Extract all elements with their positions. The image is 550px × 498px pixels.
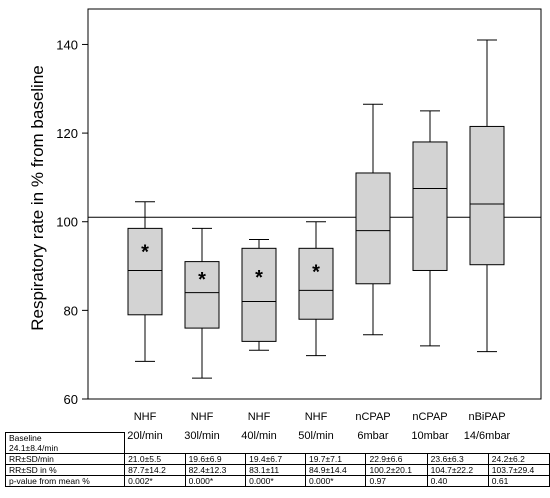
category-label: nCPAP 6mbar [345,408,401,446]
table-cell: 83.1±11 [245,464,306,476]
box-iqr [184,261,220,329]
category-label: NHF 20l/min [117,408,173,446]
box-iqr [241,247,277,342]
category-label-line2: 10mbar [411,430,449,442]
baseline-label-cell: Baseline 24.1±8.4/min [4,432,126,454]
category-label-line2: 14/6mbar [463,430,511,442]
table-row: p-value from mean % 0.002* 0.000* 0.000*… [4,475,550,487]
category-label-line2: 30l/min [184,430,220,442]
category-label: nCPAP 10mbar [402,408,458,446]
table-cell: 0.61 [487,475,550,487]
category-label-line1: NHF [304,411,328,423]
category-label-line1: nCPAP [355,411,391,423]
table-cell: 0.002* [124,475,186,487]
significance-star: * [312,261,320,283]
y-tick-label: 120 [56,126,78,141]
category-label-line2: 6mbar [357,430,389,442]
table-cell: 0.000* [304,475,367,487]
table-cell: 19.4±6.7 [245,453,306,465]
box-iqr [412,141,448,271]
table-row-baseline: Baseline 24.1±8.4/min [4,432,550,454]
table-cell: 0.97 [365,475,428,487]
box-iqr [298,247,334,320]
y-tick-label: 140 [56,37,78,52]
table-cell: 103.7±29.4 [487,464,550,476]
statistics-table: Baseline 24.1±8.4/min RR±SD/min 21.0±5.5… [4,432,550,487]
table-cell: 21.0±5.5 [124,453,186,465]
category-label-line2: 50l/min [298,430,334,442]
table-row: RR±SD/min 21.0±5.5 19.6±6.9 19.4±6.7 19.… [4,453,550,465]
table-row-label: p-value from mean % [4,475,126,487]
category-label-line2: 40l/min [241,430,277,442]
table-cell: 84.9±14.4 [304,464,367,476]
category-label: NHF 30l/min [174,408,230,446]
table-cell: 24.2±6.2 [487,453,550,465]
significance-star: * [198,269,206,291]
plot-frame [87,8,542,400]
table-cell: 100.2±20.1 [365,464,428,476]
table-row-label: RR±SD in % [4,464,126,476]
y-tick-label: 100 [56,215,78,230]
category-label-line1: NHF [190,411,214,423]
category-label: NHF 50l/min [288,408,344,446]
table-spacer [125,433,550,454]
table-cell: 0.000* [184,475,247,487]
table-cell: 82.4±12.3 [184,464,247,476]
category-label-line1: nCPAP [412,411,448,423]
table-cell: 19.7±7.1 [304,453,367,465]
table-cell: 0.000* [245,475,306,487]
table-cell: 23.6±6.3 [426,453,489,465]
y-tick-label: 60 [64,392,78,407]
category-label: NHF 40l/min [231,408,287,446]
table-cell: 104.7±22.2 [426,464,489,476]
box-iqr [127,227,163,316]
category-label-line1: NHF [247,411,271,423]
baseline-label-line2: 24.1±8.4/min [9,443,59,453]
table-cell: 0.40 [426,475,489,487]
baseline-label-line1: Baseline [9,433,42,443]
box-iqr [469,125,505,266]
category-label-line2: 20l/min [127,430,163,442]
significance-star: * [141,241,149,263]
table-row-label: RR±SD/min [4,453,126,465]
table-cell: 22.9±6.6 [365,453,428,465]
y-axis-label: Respiratory rate in % from baseline [20,38,56,358]
table-row: RR±SD in % 87.7±14.2 82.4±12.3 83.1±11 8… [4,464,550,476]
table-cell: 19.6±6.9 [184,453,247,465]
box-iqr [355,172,391,285]
category-label-line1: nBiPAP [468,411,506,423]
table-cell: 87.7±14.2 [124,464,186,476]
significance-star: * [255,267,263,289]
category-label-line1: NHF [133,411,157,423]
y-axis-label-text: Respiratory rate in % from baseline [28,65,48,331]
category-label: nBiPAP 14/6mbar [459,408,515,446]
y-tick-label: 80 [64,303,78,318]
